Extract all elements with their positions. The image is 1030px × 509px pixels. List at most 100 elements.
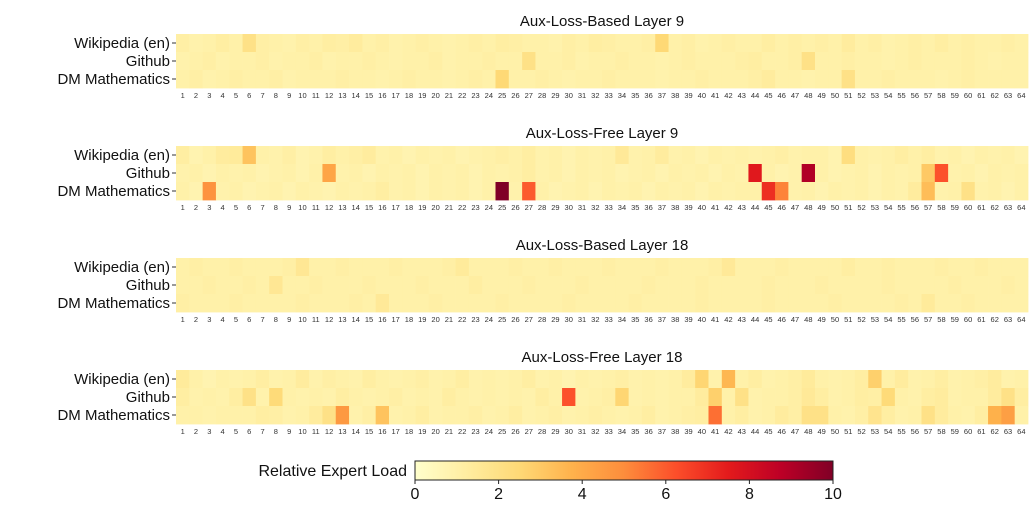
heatmap-cell (1014, 370, 1029, 389)
x-tick-label: 21 (445, 315, 453, 324)
heatmap-cell (322, 182, 337, 201)
heatmap-cell (1014, 146, 1029, 165)
heatmap-cell (295, 34, 310, 53)
heatmap-cell (908, 388, 922, 407)
heatmap-cell (428, 258, 443, 277)
x-tick-label: 6 (247, 315, 251, 324)
x-tick-label: 20 (431, 203, 439, 212)
heatmap-cell (562, 406, 576, 425)
heatmap-cell (748, 388, 763, 407)
heatmap-cell (335, 276, 350, 295)
x-tick-label: 24 (485, 315, 493, 324)
heatmap-cell (655, 52, 669, 71)
heatmap-cell (854, 294, 869, 313)
heatmap-cell (668, 258, 683, 277)
heatmap-cell (522, 52, 536, 71)
heatmap-cell (548, 34, 563, 53)
heatmap-cell (641, 388, 656, 407)
heatmap-cell (349, 258, 363, 277)
x-tick-label: 52 (857, 203, 865, 212)
x-tick-label: 34 (618, 91, 626, 100)
x-tick-label: 45 (764, 203, 772, 212)
heatmap-cell (309, 258, 323, 277)
heatmap-cell (189, 52, 204, 71)
heatmap-cell (681, 276, 696, 295)
heatmap-cell (695, 294, 709, 313)
x-tick-label: 15 (365, 203, 373, 212)
heatmap-cell (229, 52, 243, 71)
heatmap-cell (468, 146, 483, 165)
heatmap-cell (508, 52, 523, 71)
heatmap-cell (349, 146, 363, 165)
heatmap-cell (535, 164, 550, 183)
x-tick-label: 54 (884, 315, 892, 324)
heatmap-cell (801, 294, 816, 313)
heatmap-cell (176, 276, 190, 295)
x-tick-label: 1 (181, 427, 185, 436)
heatmap-cell (641, 70, 656, 89)
heatmap-cell (335, 70, 350, 89)
row-label: DM Mathematics (57, 183, 170, 200)
heatmap-cell (841, 70, 856, 89)
x-tick-label: 18 (405, 91, 413, 100)
heatmap-cell (921, 146, 936, 165)
x-tick-label: 19 (418, 315, 426, 324)
x-tick-label: 16 (378, 315, 386, 324)
x-tick-label: 15 (365, 427, 373, 436)
heatmap-cell (761, 182, 776, 201)
heatmap-cell (402, 182, 417, 201)
x-tick-label: 28 (538, 315, 546, 324)
heatmap-cell (815, 52, 829, 71)
x-tick-label: 64 (1017, 427, 1025, 436)
heatmap-cell (402, 52, 417, 71)
heatmap-cell (708, 258, 723, 277)
x-tick-label: 10 (298, 427, 306, 436)
heatmap-cell (202, 52, 217, 71)
heatmap-cell (548, 388, 563, 407)
heatmap-cell (828, 370, 843, 389)
x-tick-label: 33 (604, 203, 612, 212)
heatmap-cell (468, 276, 483, 295)
heatmap-cell (988, 70, 1002, 89)
heatmap-cell (455, 294, 470, 313)
x-tick-label: 54 (884, 91, 892, 100)
heatmap-cell (215, 370, 230, 389)
x-tick-label: 26 (511, 91, 519, 100)
heatmap-cell (282, 146, 297, 165)
heatmap-cell (921, 70, 936, 89)
heatmap-cell (841, 294, 856, 313)
heatmap-cell (1001, 406, 1016, 425)
x-tick-label: 40 (698, 315, 706, 324)
heatmap-cell (428, 406, 443, 425)
x-tick-label: 64 (1017, 91, 1025, 100)
x-tick-label: 40 (698, 203, 706, 212)
heatmap-cell (921, 52, 936, 71)
heatmap-cell (428, 388, 443, 407)
heatmap-cell (548, 52, 563, 71)
heatmap-cell (775, 70, 789, 89)
heatmap-cell (615, 164, 630, 183)
x-tick-label: 34 (618, 315, 626, 324)
x-tick-label: 7 (260, 91, 264, 100)
x-tick-label: 57 (924, 427, 932, 436)
heatmap-cell (428, 164, 443, 183)
heatmap-cell (748, 70, 763, 89)
heatmap-cell (269, 182, 283, 201)
heatmap-cell (535, 182, 550, 201)
heatmap-cell (974, 258, 989, 277)
heatmap-cell (548, 70, 563, 89)
heatmap-cell (588, 70, 603, 89)
x-tick-label: 43 (738, 91, 746, 100)
heatmap-cell (681, 146, 696, 165)
heatmap-cell (402, 70, 417, 89)
heatmap-cell (508, 294, 523, 313)
heatmap-cell (934, 388, 949, 407)
heatmap-cell (269, 294, 283, 313)
heatmap-cell (189, 34, 204, 53)
heatmap-cell (841, 146, 856, 165)
x-tick-label: 33 (604, 91, 612, 100)
heatmap-cell (455, 258, 470, 277)
heatmap-cell (921, 406, 936, 425)
heatmap-cell (189, 182, 204, 201)
heatmap-cell (788, 388, 803, 407)
